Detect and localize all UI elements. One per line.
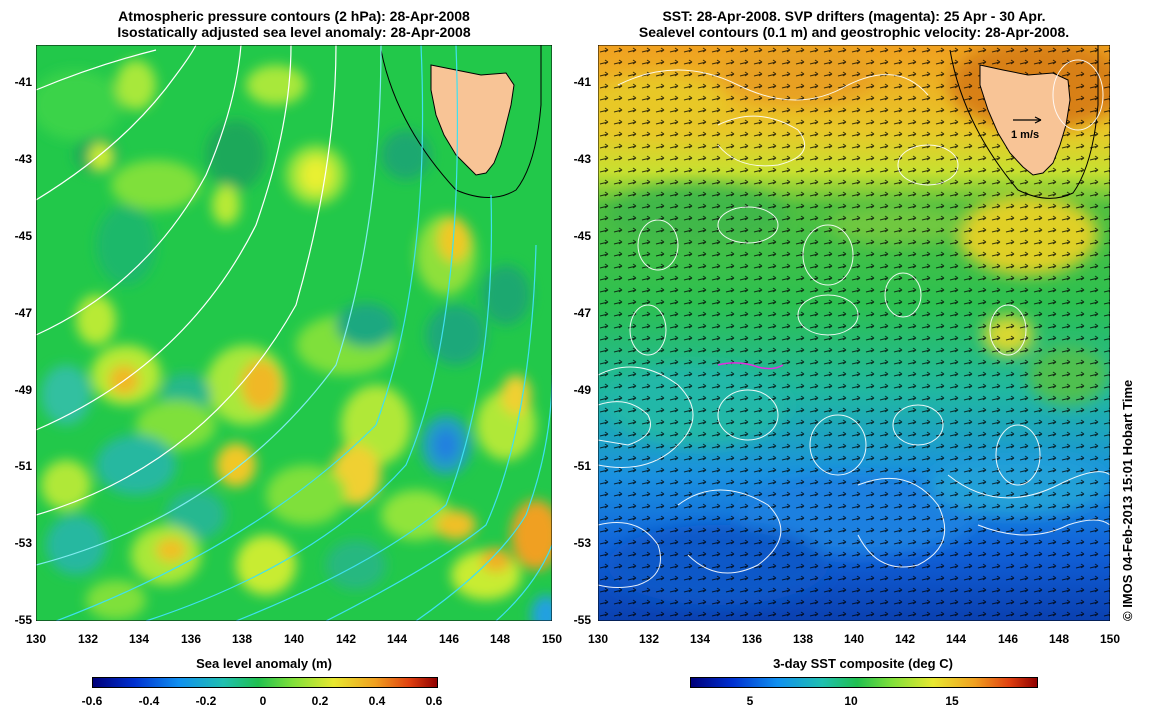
right-y-tick: -43 bbox=[573, 152, 591, 166]
left-y-tick: -43 bbox=[14, 152, 32, 166]
left-x-tick: 134 bbox=[128, 632, 150, 646]
right-y-tick: -47 bbox=[573, 306, 591, 320]
right-title-line2: Sealevel contours (0.1 m) and geostrophi… bbox=[638, 24, 1070, 40]
right-map-title: SST: 28-Apr-2008. SVP drifters (magenta)… bbox=[598, 8, 1110, 40]
right-title-line1: SST: 28-Apr-2008. SVP drifters (magenta)… bbox=[662, 8, 1046, 24]
sst-colorbar-tick: 10 bbox=[844, 694, 858, 708]
sla-colorbar-tick: -0.4 bbox=[138, 694, 160, 708]
velocity-scale-label: 1 m/s bbox=[1011, 129, 1039, 141]
right-x-tick: 130 bbox=[587, 632, 609, 646]
right-y-tick: -55 bbox=[573, 613, 591, 627]
right-x-tick: 140 bbox=[843, 632, 865, 646]
right-y-tick: -53 bbox=[573, 536, 591, 550]
tasmania-land bbox=[430, 64, 515, 176]
left-y-tick: -55 bbox=[14, 613, 32, 627]
right-x-tick: 150 bbox=[1099, 632, 1121, 646]
right-x-tick: 134 bbox=[689, 632, 711, 646]
right-y-tick: -49 bbox=[573, 383, 591, 397]
sla-colorbar-tick: 0 bbox=[259, 694, 267, 708]
left-x-tick: 132 bbox=[77, 632, 99, 646]
sla-anomaly-blobs bbox=[36, 60, 552, 621]
sea-level-anomaly-map bbox=[36, 45, 552, 621]
sla-colorbar bbox=[92, 677, 438, 688]
left-y-tick: -53 bbox=[14, 536, 32, 550]
left-title-line2: Isostatically adjusted sea level anomaly… bbox=[117, 24, 471, 40]
sla-colorbar-tick: -0.2 bbox=[195, 694, 217, 708]
right-x-tick: 142 bbox=[894, 632, 916, 646]
sea-level-contours bbox=[598, 59, 1110, 588]
left-x-tick: 142 bbox=[335, 632, 357, 646]
left-x-tick: 148 bbox=[489, 632, 511, 646]
right-y-tick: -51 bbox=[573, 459, 591, 473]
sla-colorbar-tick: 0.2 bbox=[311, 694, 329, 708]
svp-drifter-track bbox=[717, 362, 784, 370]
sla-colorbar-tick: -0.6 bbox=[81, 694, 103, 708]
left-title-line1: Atmospheric pressure contours (2 hPa): 2… bbox=[118, 8, 470, 24]
left-y-tick: -45 bbox=[14, 229, 32, 243]
continental-shelf-outline bbox=[380, 45, 542, 198]
right-y-tick: -45 bbox=[573, 229, 591, 243]
sst-colorbar-tick: 15 bbox=[945, 694, 959, 708]
imos-credit: © IMOS 04-Feb-2013 15:01 Hobart Time bbox=[1120, 379, 1135, 621]
left-y-tick: -51 bbox=[14, 459, 32, 473]
sst-colorbar bbox=[690, 677, 1038, 688]
left-y-tick: -41 bbox=[14, 75, 32, 89]
right-x-tick: 144 bbox=[945, 632, 967, 646]
left-x-tick: 146 bbox=[438, 632, 460, 646]
sst-colorbar-tick: 5 bbox=[746, 694, 754, 708]
right-x-tick: 148 bbox=[1048, 632, 1070, 646]
sla-colorbar-tick: 0.6 bbox=[425, 694, 443, 708]
right-x-tick: 138 bbox=[792, 632, 814, 646]
pressure-contours bbox=[36, 45, 552, 621]
right-x-tick: 132 bbox=[638, 632, 660, 646]
left-x-tick: 130 bbox=[25, 632, 47, 646]
left-y-tick: -49 bbox=[14, 383, 32, 397]
left-x-tick: 138 bbox=[231, 632, 253, 646]
right-x-tick: 136 bbox=[741, 632, 763, 646]
continental-shelf-outline bbox=[949, 45, 1099, 199]
left-x-tick: 136 bbox=[180, 632, 202, 646]
sst-map: 1 m/s bbox=[598, 45, 1110, 621]
left-x-tick: 144 bbox=[386, 632, 408, 646]
left-x-tick: 150 bbox=[541, 632, 563, 646]
left-x-tick: 140 bbox=[283, 632, 305, 646]
left-map-title: Atmospheric pressure contours (2 hPa): 2… bbox=[36, 8, 552, 40]
sst-colorbar-label: 3-day SST composite (deg C) bbox=[773, 656, 953, 671]
left-y-tick: -47 bbox=[14, 306, 32, 320]
sla-colorbar-label: Sea level anomaly (m) bbox=[196, 656, 332, 671]
right-x-tick: 146 bbox=[997, 632, 1019, 646]
right-y-tick: -41 bbox=[573, 75, 591, 89]
sla-colorbar-tick: 0.4 bbox=[368, 694, 386, 708]
